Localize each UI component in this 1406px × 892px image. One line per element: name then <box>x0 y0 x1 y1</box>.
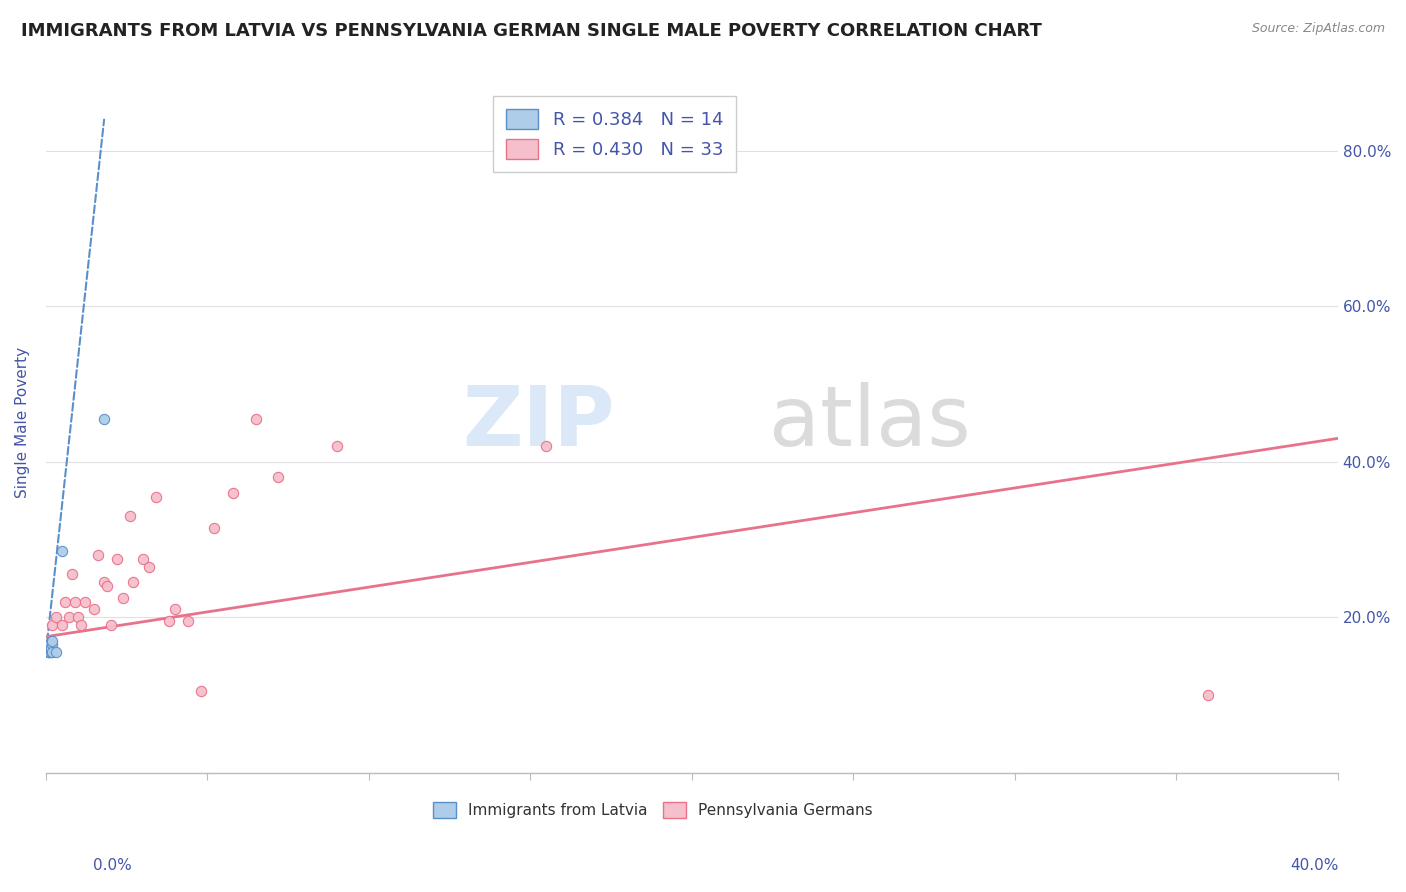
Point <box>165 602 187 616</box>
Text: ZIP: ZIP <box>461 383 614 463</box>
Point <box>86 548 108 562</box>
Point <box>60 567 83 582</box>
Point <box>157 614 180 628</box>
Point <box>190 684 212 698</box>
Point <box>122 575 145 590</box>
Point <box>63 595 86 609</box>
Point <box>96 579 118 593</box>
Point <box>177 614 200 628</box>
Point <box>112 591 135 605</box>
Point <box>39 645 62 659</box>
Point <box>325 439 347 453</box>
Point <box>41 645 63 659</box>
Point <box>100 618 122 632</box>
Point <box>41 637 63 651</box>
Point <box>38 641 60 656</box>
Point <box>41 633 63 648</box>
Point <box>51 544 73 558</box>
Point <box>53 595 76 609</box>
Point <box>132 552 155 566</box>
Point <box>41 618 63 632</box>
Legend: Immigrants from Latvia, Pennsylvania Germans: Immigrants from Latvia, Pennsylvania Ger… <box>427 797 879 824</box>
Point <box>67 610 90 624</box>
Point <box>45 645 67 659</box>
Point <box>39 637 62 651</box>
Point <box>202 521 225 535</box>
Point <box>118 509 141 524</box>
Text: Source: ZipAtlas.com: Source: ZipAtlas.com <box>1251 22 1385 36</box>
Point <box>37 645 59 659</box>
Point <box>39 641 62 656</box>
Point <box>45 610 67 624</box>
Point <box>83 602 105 616</box>
Point <box>70 618 93 632</box>
Point <box>93 412 115 426</box>
Point <box>245 412 267 426</box>
Y-axis label: Single Male Poverty: Single Male Poverty <box>15 347 30 499</box>
Text: 0.0%: 0.0% <box>93 858 132 872</box>
Point <box>145 490 167 504</box>
Text: IMMIGRANTS FROM LATVIA VS PENNSYLVANIA GERMAN SINGLE MALE POVERTY CORRELATION CH: IMMIGRANTS FROM LATVIA VS PENNSYLVANIA G… <box>21 22 1042 40</box>
Point <box>105 552 128 566</box>
Point <box>51 618 73 632</box>
Point <box>73 595 96 609</box>
Point <box>38 645 60 659</box>
Point <box>93 575 115 590</box>
Point <box>38 645 60 659</box>
Point <box>536 439 558 453</box>
Point <box>1198 688 1220 702</box>
Text: 40.0%: 40.0% <box>1291 858 1339 872</box>
Point <box>38 641 60 656</box>
Text: atlas: atlas <box>769 383 972 463</box>
Point <box>222 486 245 500</box>
Point <box>58 610 80 624</box>
Point <box>138 559 160 574</box>
Point <box>267 470 290 484</box>
